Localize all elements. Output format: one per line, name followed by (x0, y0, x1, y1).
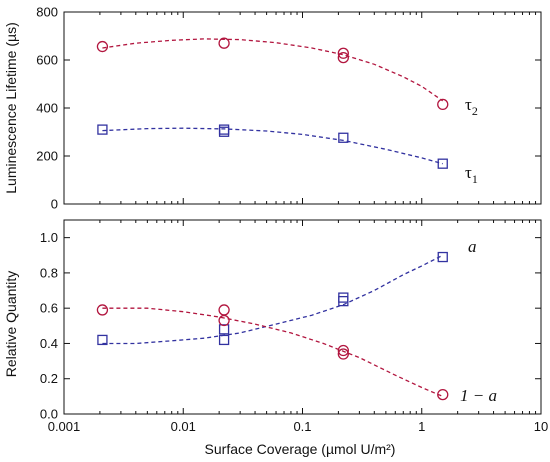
series-label-tau2: τ2 (465, 95, 478, 118)
top-y-tick-label: 800 (36, 5, 58, 20)
bottom-y-tick-label: 0.4 (40, 336, 58, 351)
top-series-0-fit-line (102, 38, 444, 102)
bottom-y-tick-label: 0.2 (40, 371, 58, 386)
bottom-series-0-point (97, 334, 108, 346)
bottom-series-1-point (218, 314, 230, 327)
bottom-y-axis-title: Relative Quantity (3, 271, 19, 378)
top-series-0-point (437, 98, 449, 111)
bottom-series-1-fit-line (102, 307, 443, 397)
bottom-series-0-fit-line (102, 254, 443, 345)
top-panel: 0 200 400 600 800 (36, 5, 542, 212)
top-y-tick-label: 0 (51, 197, 58, 212)
bottom-series-1-point (337, 348, 349, 360)
bottom-y-tick-label: 0.6 (40, 301, 58, 316)
bottom-series-0-point (338, 292, 349, 303)
x-tick-label: 0.1 (293, 419, 311, 434)
x-tick-label: 0.001 (48, 419, 81, 434)
bottom-series-1-point (96, 304, 109, 316)
series-label-a: a (468, 237, 477, 256)
bottom-series-1-point (337, 344, 349, 357)
bottom-y-tick-label: 0.0 (40, 407, 58, 422)
bottom-series-0-point (218, 324, 230, 335)
bottom-y-tick-label: 1.0 (40, 230, 58, 245)
top-series-1-point (218, 124, 230, 135)
x-axis-title: Surface Coverage (µmol U/m²) (205, 441, 396, 457)
top-y-tick-label: 600 (36, 53, 58, 68)
top-series-0-point (337, 51, 349, 64)
top-series-0-point (96, 40, 109, 53)
series-label-tau1: τ1 (465, 163, 478, 186)
x-tick-label: 1 (418, 419, 425, 434)
top-y-tick-label: 400 (36, 101, 58, 116)
top-series-0-point (218, 37, 230, 49)
top-series-1-point (97, 124, 108, 135)
top-series-0-point (337, 47, 349, 59)
bottom-y-tick-label: 0.8 (40, 265, 58, 280)
x-tick-label: 10 (534, 419, 548, 434)
bottom-series-0-point (437, 251, 448, 263)
top-y-tick-label: 200 (36, 149, 58, 164)
series-label-1-minus-a: 1 − a (460, 386, 497, 405)
top-series-1-point (338, 132, 349, 143)
x-tick-label: 0.01 (171, 419, 196, 434)
bottom-panel: 0.001 0.01 0.1 1 10 0.0 0.2 0.4 0.6 0.8 1.0 (40, 219, 548, 434)
top-series-1-fit-line (102, 127, 443, 165)
bottom-series-1-point (437, 388, 449, 401)
top-y-axis-title: Luminescence Lifetime (µs) (3, 22, 19, 193)
bottom-series-1-point (218, 304, 230, 316)
bottom-series-0-point (218, 334, 230, 346)
top-series-1-point (437, 158, 448, 169)
